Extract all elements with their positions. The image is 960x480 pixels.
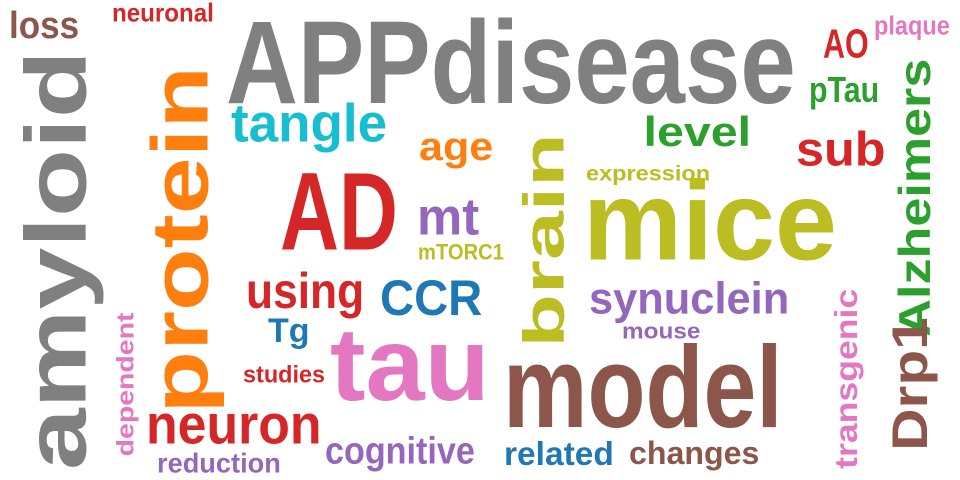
word-brain: brain (510, 132, 576, 348)
word-dependent: dependent (112, 312, 139, 456)
word-sub: sub (796, 121, 886, 176)
word-neuron: neuron (146, 392, 322, 456)
word-mice: mice (583, 156, 837, 284)
word-tangle: tangle (231, 92, 388, 154)
word-plaque: plaque (874, 11, 950, 41)
word-cognitive: cognitive (325, 429, 475, 473)
word-loss: loss (9, 3, 80, 47)
word-tau: tau (330, 306, 490, 422)
word-synuclein: synuclein (589, 273, 790, 324)
word-changes: changes (629, 435, 760, 471)
word-reduction: reduction (157, 445, 281, 479)
word-expression: expression (586, 161, 711, 185)
word-tg: Tg (268, 312, 310, 350)
word-ccr: CCR (380, 269, 483, 327)
word-ptau: pTau (809, 70, 880, 111)
word-amyloid: amyloid (8, 50, 105, 471)
word-model: model (503, 322, 783, 453)
word-using: using (246, 263, 365, 320)
word-level: level (643, 107, 751, 155)
word-drp1: Drp1 (881, 317, 938, 451)
word-mtorc1: mTORC1 (418, 240, 504, 266)
word-related: related (504, 436, 614, 473)
word-age: age (419, 124, 494, 169)
word-studies: studies (243, 359, 326, 388)
word-mouse: mouse (622, 319, 701, 344)
word-neuronal: neuronal (112, 0, 214, 29)
word-mt: mt (417, 186, 480, 246)
word-alzheimers: Alzheimers (890, 58, 940, 337)
word-protein: protein (135, 66, 225, 414)
word-transgenic: transgenic (828, 288, 865, 469)
word-ao: AO (823, 20, 869, 67)
word-ad: AD (280, 150, 398, 274)
word-appdisease: APPdisease (226, 0, 796, 129)
